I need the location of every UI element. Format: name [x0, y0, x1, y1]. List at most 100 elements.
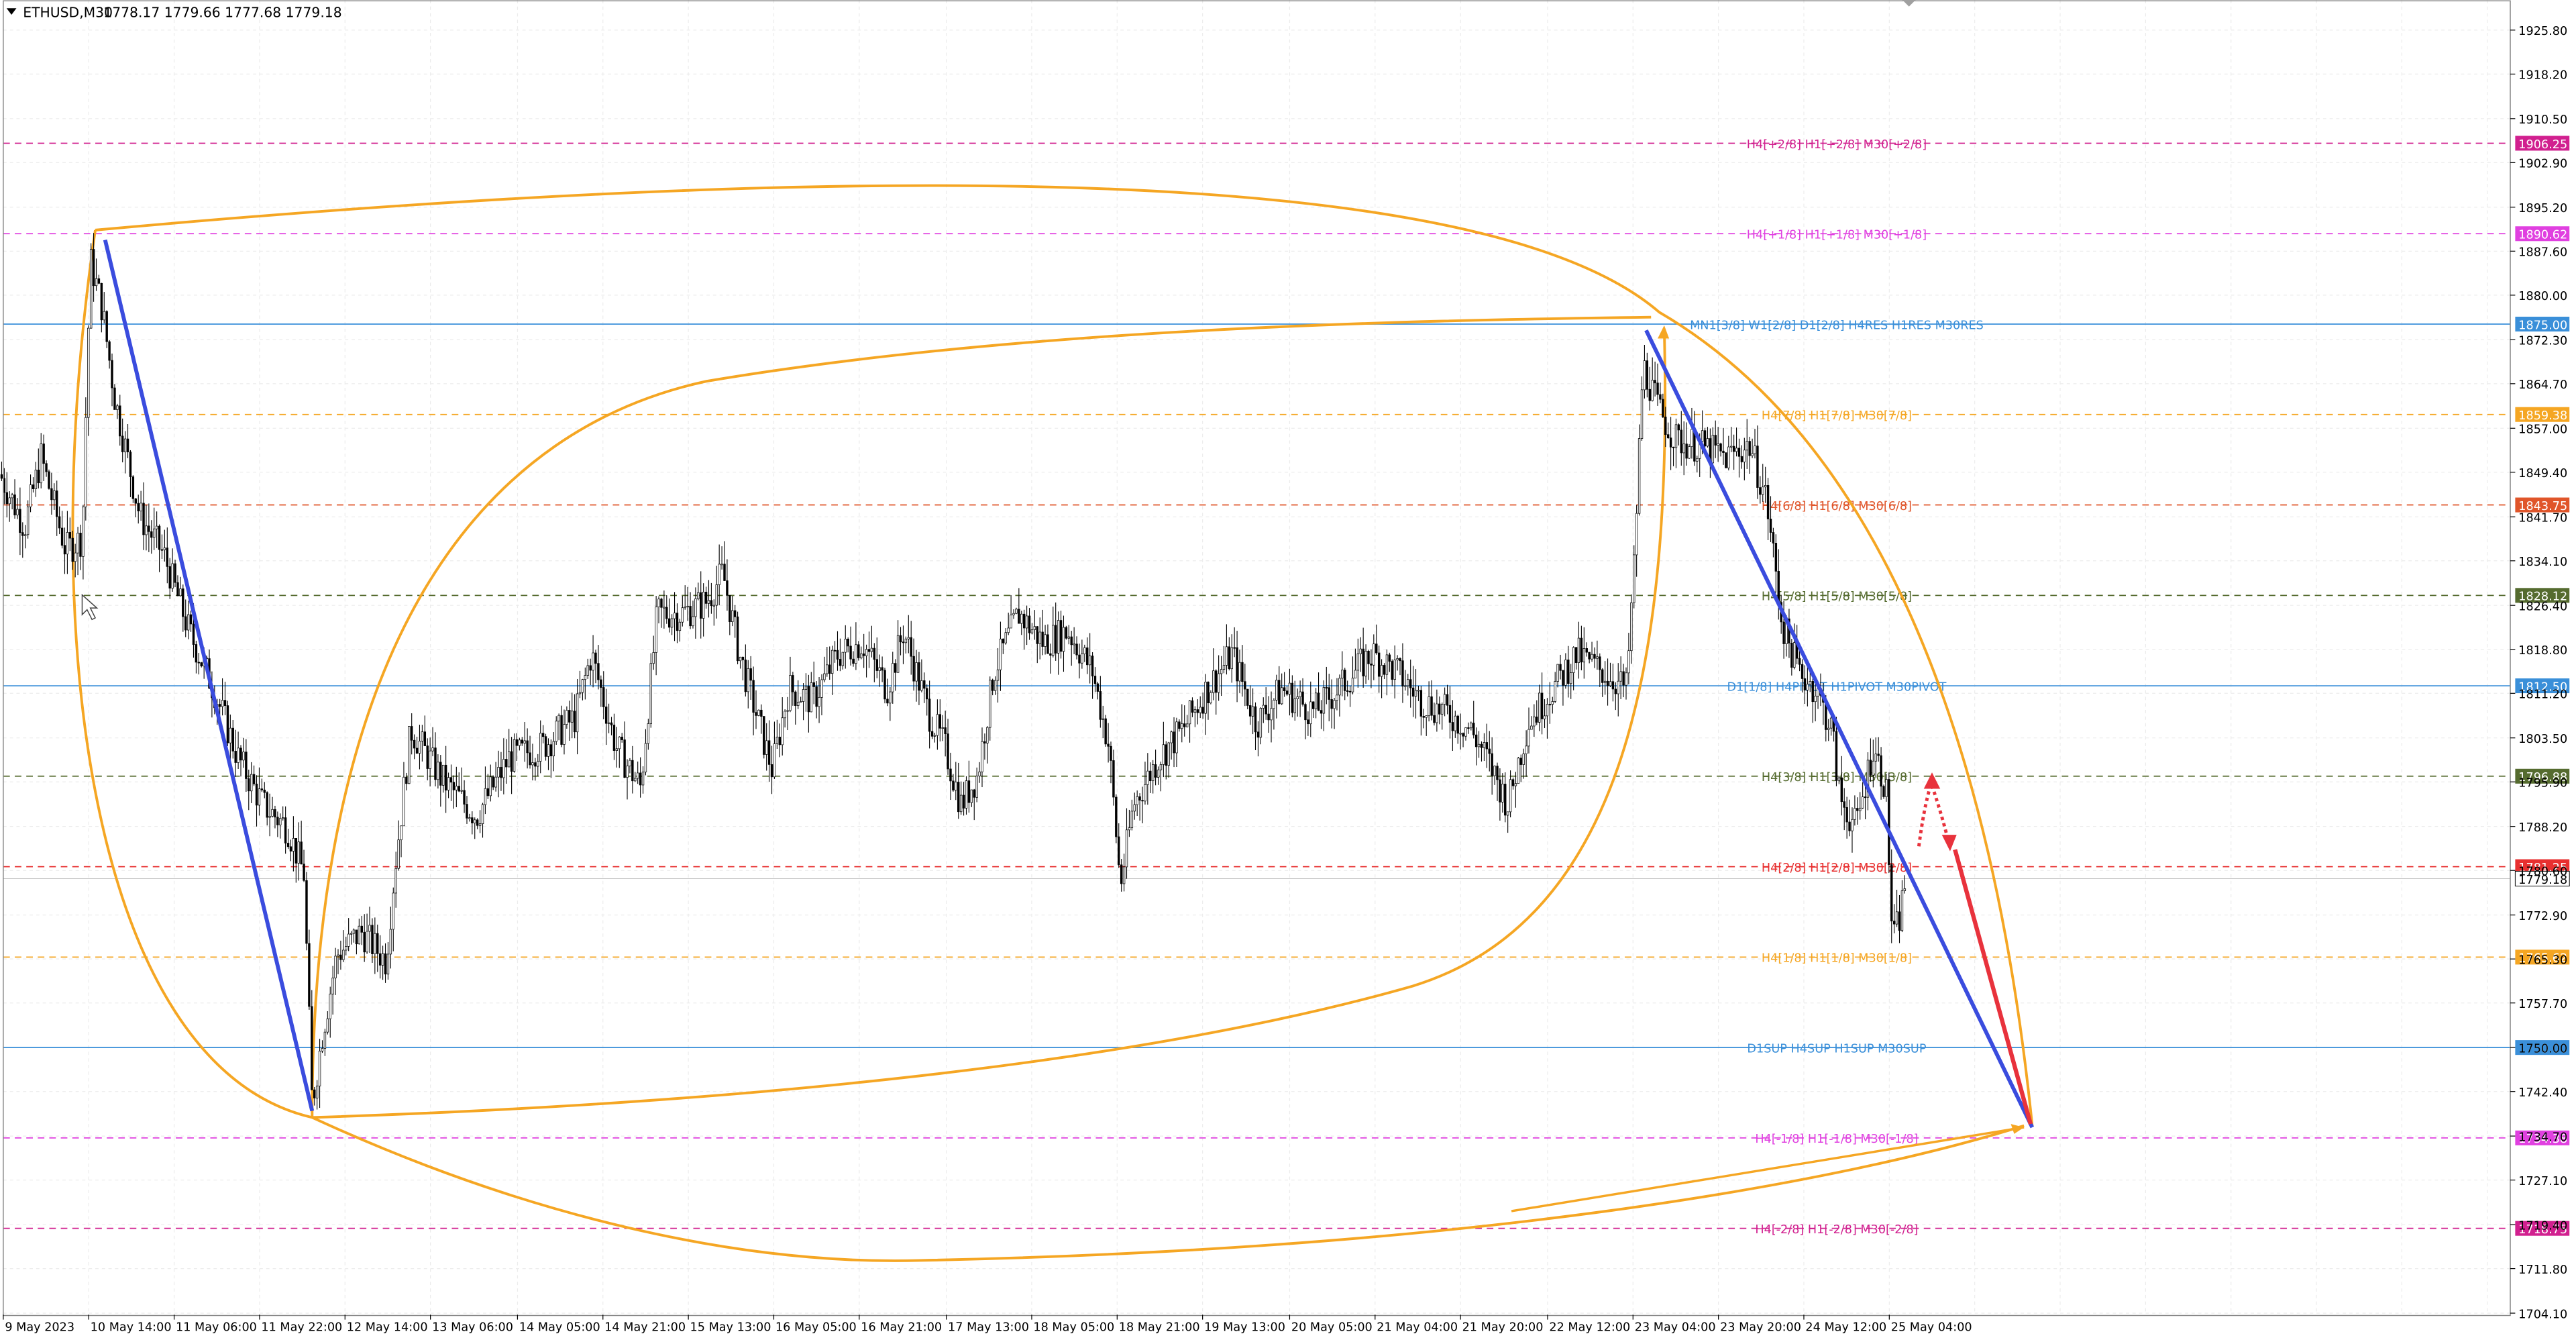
x-tick-label: 14 May 05:00 — [519, 1321, 600, 1335]
candle — [1088, 633, 1091, 684]
level-price-tag — [2515, 859, 2570, 874]
candle — [1880, 747, 1882, 800]
candle-body — [1007, 627, 1010, 633]
candle-body — [221, 700, 224, 707]
candle — [1462, 732, 1464, 747]
candle-body — [552, 741, 555, 757]
candle — [1690, 407, 1693, 459]
candle-body — [1567, 660, 1570, 684]
candle-body — [720, 564, 723, 566]
candle-body — [1136, 796, 1138, 805]
candle — [1843, 788, 1845, 831]
candle — [1207, 681, 1210, 720]
candle — [981, 727, 983, 788]
candle — [418, 725, 421, 770]
red-projection-line[interactable] — [1953, 849, 2033, 1125]
candle — [584, 667, 587, 700]
candle-body — [1496, 766, 1499, 780]
candle — [197, 653, 201, 675]
candle-body — [1020, 613, 1023, 624]
candle-body — [402, 776, 405, 827]
candle-body — [186, 614, 190, 631]
candle — [318, 1039, 321, 1108]
candle — [195, 640, 198, 674]
inner-arc-top — [311, 315, 1652, 1118]
candle-body — [996, 669, 1000, 681]
orange-arrowhead — [2010, 1124, 2025, 1134]
candle — [74, 544, 76, 578]
candle — [1144, 762, 1146, 805]
candle-body — [915, 662, 918, 682]
level-label: H4[6/8] H1[6/8] M30[6/8] — [1762, 500, 1912, 513]
candle — [763, 716, 765, 759]
candle-body — [1659, 394, 1662, 400]
candle-body — [1099, 691, 1102, 720]
candle — [784, 709, 786, 728]
candle-body — [286, 843, 290, 847]
candle-body — [883, 670, 886, 700]
candle — [604, 688, 608, 745]
candle-body — [1680, 429, 1682, 454]
candle — [381, 945, 384, 980]
blue-trend-line-1[interactable] — [103, 239, 315, 1112]
candle-body — [1012, 613, 1015, 615]
candle — [657, 596, 660, 624]
candle — [1325, 666, 1328, 705]
candle — [237, 731, 239, 770]
candle — [1654, 361, 1656, 397]
candle-body — [600, 679, 602, 688]
candle-body — [621, 736, 623, 740]
candle-body — [384, 953, 387, 975]
candle-body — [1038, 631, 1041, 644]
candle-body — [1401, 660, 1404, 687]
candle-body — [944, 727, 947, 735]
candle — [163, 529, 166, 562]
candle — [1504, 772, 1507, 823]
blue-trend-line-2[interactable] — [1644, 329, 2035, 1129]
candle-body — [1601, 669, 1604, 683]
candle-body — [1054, 625, 1057, 654]
candle-body — [1328, 687, 1330, 700]
candle — [733, 605, 737, 638]
candle-body — [810, 682, 813, 713]
candle-body — [526, 740, 529, 754]
candle-body — [505, 759, 508, 768]
candle-body — [103, 311, 105, 321]
candle-body — [802, 689, 805, 702]
candle-body — [949, 768, 952, 782]
candle-body — [158, 525, 161, 550]
caret-down-icon[interactable] — [6, 8, 17, 15]
x-tick-label: 22 May 12:00 — [1549, 1321, 1630, 1335]
candle — [1159, 762, 1163, 792]
orange-trend-line — [1511, 1126, 2025, 1212]
candle-body — [1348, 690, 1352, 692]
candle-body — [1470, 723, 1472, 729]
candle — [1070, 631, 1073, 666]
candle-body — [1451, 722, 1454, 731]
candle-body — [1154, 764, 1157, 778]
time-axis[interactable]: 9 May 2023 10 May 14:00 11 May 06:00 11 May… — [3, 1314, 1972, 1335]
candle-body — [1483, 742, 1486, 748]
price-axis[interactable]: 1925.801918.201910.501902.901895.201887.… — [2510, 25, 2567, 1321]
candle — [844, 625, 847, 669]
candle-body — [1456, 715, 1459, 734]
level-price-tag-text: 1859.38 — [2518, 409, 2567, 423]
y-tick-label: 1765.30 — [2518, 954, 2567, 968]
candle-body — [707, 600, 710, 604]
candle — [607, 703, 610, 733]
candle-body — [245, 752, 248, 779]
drawings[interactable] — [81, 239, 2035, 1129]
candle — [334, 947, 337, 995]
candle-body — [1325, 687, 1328, 689]
candle — [1096, 681, 1099, 700]
candle — [250, 762, 253, 803]
candle — [182, 584, 184, 632]
candle-body — [778, 736, 781, 745]
candle-body — [700, 592, 702, 619]
y-tick-label: 1818.80 — [2518, 644, 2567, 658]
level-label: H4[-1/8] H1[-1/8] M30[-1/8] — [1755, 1133, 1918, 1146]
red-dotted-arrow-down[interactable] — [1930, 784, 1950, 842]
candle-body — [1256, 731, 1260, 738]
candle-body — [1872, 760, 1875, 776]
